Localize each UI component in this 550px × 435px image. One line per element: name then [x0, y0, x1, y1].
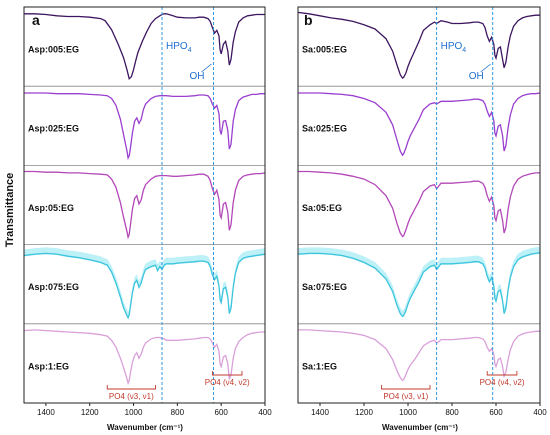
b-hpo4-annotation: HPO4: [441, 41, 467, 54]
panel-a: a Wavenumber (cm⁻¹) Asp:005:EG Asp:025:EG…: [23, 6, 272, 432]
a-plot-frame: [23, 6, 266, 404]
a-series-line: [24, 92, 265, 161]
b-x-tick-label: 1400: [311, 408, 329, 417]
a-series-label: Asp:025:EG: [28, 124, 79, 134]
b-series-label: Sa:05:EG: [302, 203, 342, 213]
a-series-line: [23, 252, 266, 320]
a-po4-bend-label: PO4 (ν4, ν2): [205, 378, 250, 387]
a-hpo4-annotation: HPO4: [166, 41, 192, 54]
a-series-band: [24, 247, 265, 319]
y-axis-label: Transmittance: [4, 173, 16, 248]
a-series-label: Asp:005:EG: [28, 45, 79, 55]
b-series-line: [297, 11, 540, 79]
a-x-tick-label: 1400: [37, 408, 55, 417]
a-x-tick-label: 400: [258, 408, 272, 417]
b-po4-stretch-label: PO4 (ν3, ν1): [383, 392, 428, 401]
b-series-line: [298, 92, 541, 157]
a-po4-stretch-bracket: [106, 385, 156, 390]
panel-b-label: b: [304, 12, 313, 28]
b-x-tick-label: 600: [489, 408, 503, 417]
b-x-tick-label: 800: [445, 408, 459, 417]
b-x-tick-label: 1000: [399, 408, 417, 417]
b-series-label: Sa:005:EG: [302, 45, 347, 55]
b-plot-frame: [297, 6, 541, 404]
b-po4-bend-label: PO4 (ν4, ν2): [480, 378, 525, 387]
b-series-label: Sa:025:EG: [302, 124, 347, 134]
a-series-label: Asp:1:EG: [28, 361, 69, 371]
a-series-label: Asp:05:EG: [28, 203, 74, 213]
b-series-line: [298, 329, 540, 382]
a-series-label: Asp:075:EG: [28, 282, 79, 292]
a-x-tick-label: 1200: [81, 408, 99, 417]
a-x-tick-label: 800: [171, 408, 185, 417]
b-series-label: Sa:1:EG: [302, 361, 337, 371]
b-x-tick-label: 400: [533, 408, 547, 417]
a-oh-annotation: OH: [190, 71, 205, 82]
b-x-tick-label: 1200: [355, 408, 373, 417]
b-series-line: [297, 252, 541, 318]
panel-b: b Wavenumber (cm⁻¹) Sa:005:EG Sa:025:EG Sa…: [297, 6, 547, 432]
a-po4-stretch-label: PO4 (ν3, ν1): [109, 392, 154, 401]
b-po4-stretch-bracket: [381, 385, 431, 390]
a-series-line: [24, 170, 266, 240]
panel-a-label: a: [32, 12, 40, 28]
b-series-label: Sa:075:EG: [302, 282, 347, 292]
a-x-tick-label: 1000: [125, 408, 143, 417]
b-series-line: [298, 170, 540, 238]
a-x-tick-label: 600: [215, 408, 229, 417]
a-series-line: [23, 329, 265, 386]
a-po4-bend-bracket: [211, 371, 243, 376]
b-oh-annotation: OH: [469, 71, 484, 82]
b-oh-pointer: [480, 63, 491, 73]
a-series-line: [24, 13, 265, 81]
a-oh-pointer: [201, 63, 212, 73]
panel-b-xlabel: Wavenumber (cm⁻¹): [382, 423, 458, 432]
b-po4-bend-bracket: [486, 371, 518, 376]
panel-a-xlabel: Wavenumber (cm⁻¹): [107, 423, 183, 432]
